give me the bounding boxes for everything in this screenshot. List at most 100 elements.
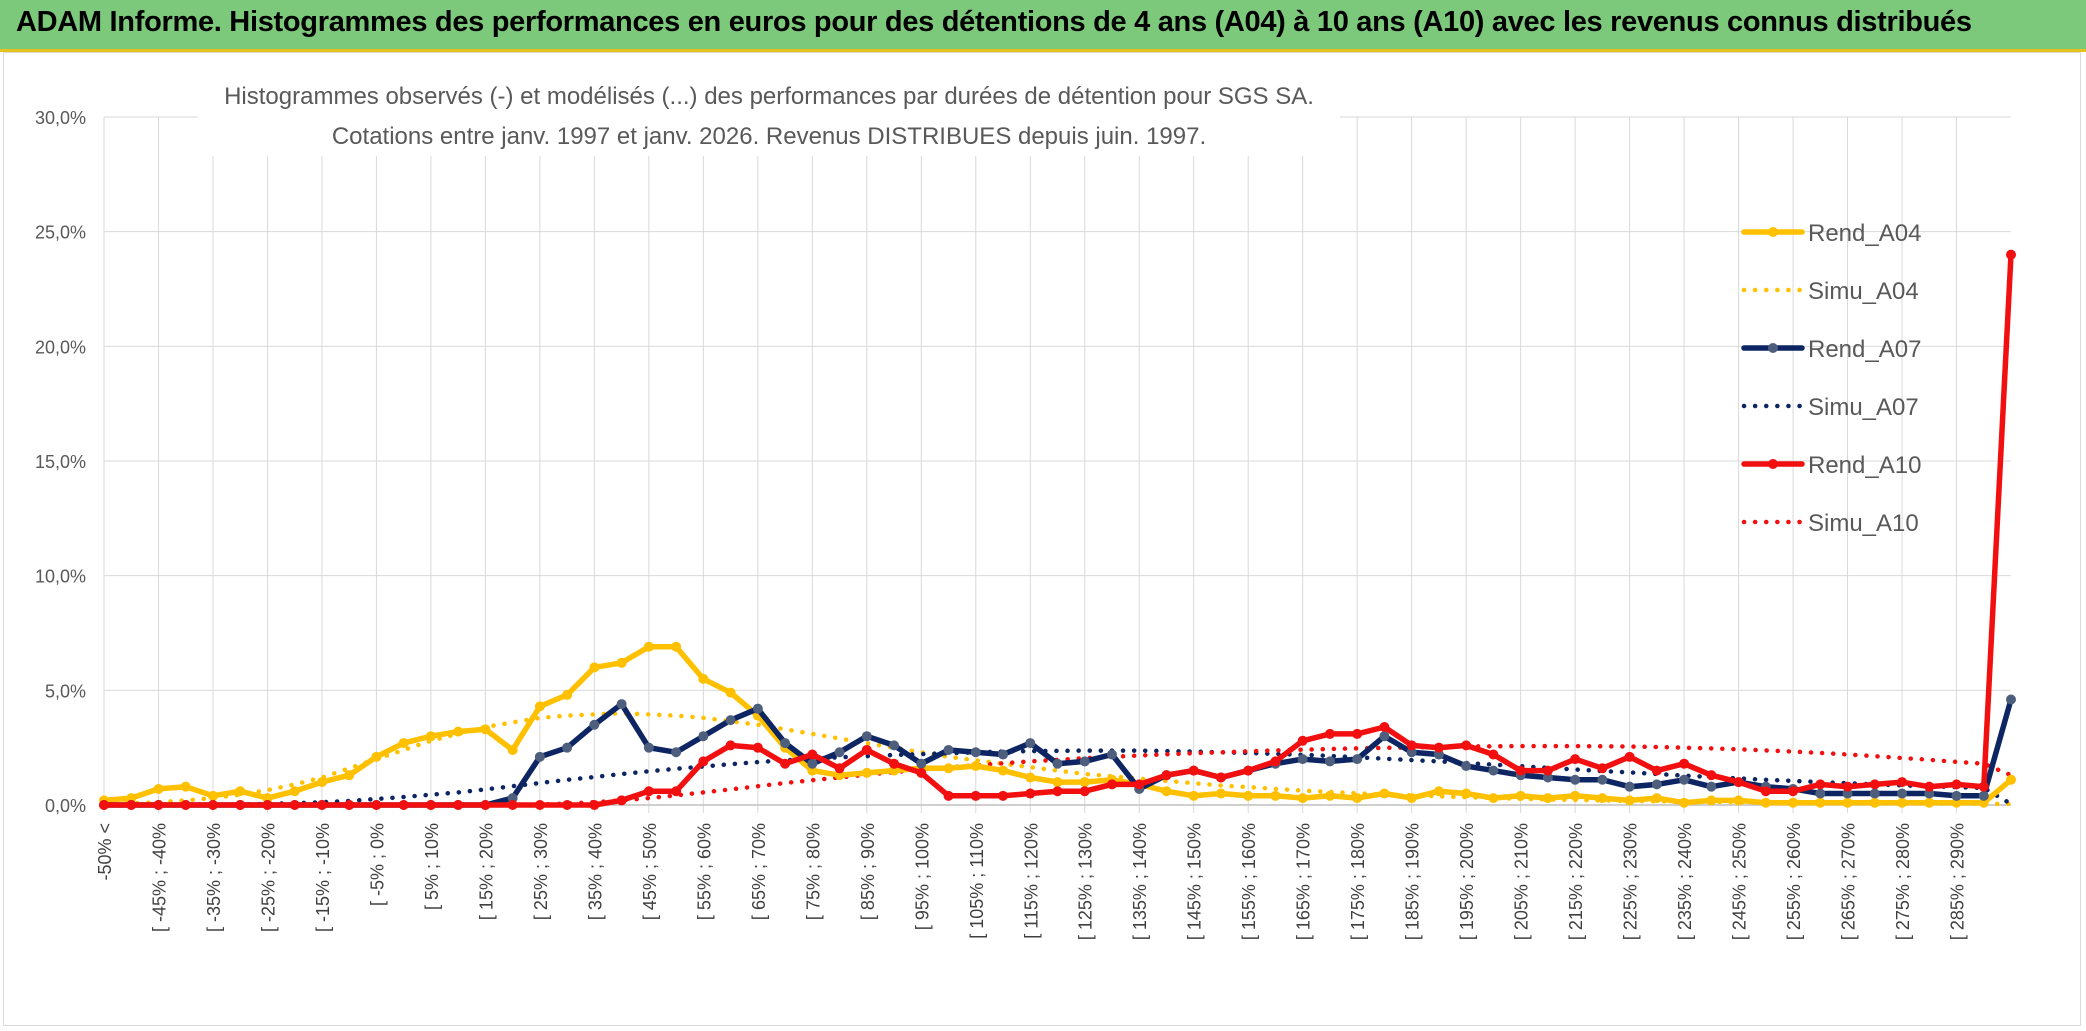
rend-a04-marker [398, 738, 409, 749]
rend-a04-marker [1706, 795, 1717, 806]
rend-a04-marker [1352, 793, 1363, 804]
rend-a04-marker [1897, 797, 1908, 808]
x-tick-label: [ 95% ; 100% [912, 823, 932, 930]
x-tick-label: [ 115% ; 120% [1021, 823, 1041, 939]
rend-a10-marker [1788, 786, 1799, 797]
rend-a07-marker [1651, 779, 1662, 790]
rend-a10-marker [998, 790, 1009, 801]
chart-subtitle: Cotations entre janv. 1997 et janv. 2026… [332, 123, 1206, 150]
rend-a10-marker [589, 800, 600, 810]
rend-a07-marker [1815, 788, 1826, 799]
title-banner: ADAM Informe. Histogrammes des performan… [0, 0, 2086, 52]
rend-a07-marker [807, 758, 818, 769]
rend-a10-marker [1542, 765, 1553, 776]
rend-a04-marker [1433, 786, 1444, 797]
rend-a07-marker [1951, 790, 1962, 801]
rend-a04-marker [943, 763, 954, 774]
x-tick-label: [ 5% ; 10% [422, 823, 442, 910]
rend-a04-marker [1025, 772, 1036, 783]
rend-a04-marker [1570, 790, 1581, 801]
rend-a04-marker [1679, 797, 1690, 808]
rend-a10-marker [1243, 765, 1254, 776]
rend-a10-marker [1951, 779, 1962, 790]
rend-a04-marker [562, 689, 573, 700]
rend-a04-marker [671, 641, 682, 652]
rend-a10-marker [1433, 742, 1444, 753]
rend-a10-marker [1842, 781, 1853, 792]
y-tick-label: 25,0% [35, 223, 86, 243]
rend-a10-marker [943, 790, 954, 801]
rend-a10-marker [671, 786, 682, 797]
rend-a04-marker [1733, 795, 1744, 806]
rend-a10-marker [616, 795, 627, 806]
rend-a10-line [101, 251, 2014, 808]
legend-marker-rend-a04 [1768, 227, 1778, 237]
rend-a07-marker [1025, 738, 1036, 749]
rend-a10-marker [126, 800, 137, 810]
rend-a10-marker [1270, 756, 1281, 767]
rend-a04-marker [153, 783, 164, 794]
x-tick-label: [ 125% ; 130% [1076, 823, 1096, 940]
x-tick-label: [ 235% ; 240% [1675, 823, 1695, 940]
rend-a04-marker [1324, 790, 1335, 801]
chart-title: Histogrammes observés (-) et modélisés (… [224, 83, 1314, 110]
x-tick-label: [ 215% ; 220% [1566, 823, 1586, 940]
rend-a04-marker [1869, 797, 1880, 808]
x-tick-label: [ -5% ; 0% [367, 823, 387, 906]
rend-a04-marker [2006, 774, 2016, 785]
rend-a10-marker [398, 800, 409, 810]
rend-a07-marker [1297, 754, 1308, 765]
rend-a04-marker [1079, 777, 1090, 788]
rend-a10-marker [371, 800, 382, 810]
rend-a10-marker [2006, 249, 2016, 260]
rend-a10-marker [1760, 786, 1771, 797]
rend-a10-marker [207, 800, 218, 810]
rend-a10-marker [262, 800, 273, 810]
rend-a04-marker [126, 793, 137, 804]
rend-a07-marker [1679, 774, 1690, 785]
rend-a04-marker [235, 786, 246, 797]
x-axis: -50% < [ -45% ; -40% [ -35% ; -30% [ -25% ;… [95, 804, 2011, 940]
y-tick-label: 15,0% [35, 452, 86, 472]
rend-a04-marker [453, 726, 464, 737]
y-axis: 0,0% 5,0% 10,0% 15,0% 20,0% 25,0% 30,0% [35, 108, 86, 816]
rend-a04-marker [998, 765, 1009, 776]
rend-a07-marker [834, 747, 845, 758]
rend-a10-marker [180, 800, 191, 810]
grid-lines [103, 116, 2011, 806]
rend-a07-marker [1052, 758, 1063, 769]
rend-a07-marker [1897, 788, 1908, 799]
y-tick-label: 5,0% [45, 681, 86, 701]
rend-a10-marker [425, 800, 436, 810]
legend: Rend_A04 Simu_A04 Rend_A07 Simu_A07 Rend_A10… [1741, 220, 1921, 537]
rend-a10-marker [752, 742, 763, 753]
rend-a10-marker [1488, 749, 1499, 760]
rend-a04-marker [1188, 790, 1199, 801]
rend-a10-marker [780, 758, 791, 769]
rend-a04-marker [1842, 797, 1853, 808]
rend-a07-marker [534, 751, 545, 762]
rend-a04-marker [180, 781, 191, 792]
rend-a04-marker [889, 765, 900, 776]
rend-a07-marker [2006, 694, 2016, 705]
rend-a10-marker [344, 800, 355, 810]
rend-a10-marker [99, 800, 109, 810]
x-tick-label: [ 135% ; 140% [1130, 823, 1150, 940]
rend-a04-marker [698, 673, 709, 684]
rend-a04-marker [1243, 790, 1254, 801]
rend-a04-marker [207, 790, 218, 801]
rend-a04-marker [1597, 793, 1608, 804]
legend-label-simu-a07: Simu_A07 [1808, 394, 1919, 421]
x-tick-label: [ 145% ; 150% [1185, 823, 1205, 940]
rend-a10-marker [1161, 770, 1172, 781]
rend-a04-marker [834, 770, 845, 781]
rend-a10-marker [807, 749, 818, 760]
x-tick-label: [ -15% ; -10% [313, 823, 333, 932]
rend-a07-marker [861, 731, 872, 742]
rend-a07-marker [507, 793, 518, 804]
rend-a04-marker [1297, 793, 1308, 804]
rend-a04-marker [1461, 788, 1472, 799]
rend-a10-marker [916, 767, 927, 778]
rend-a10-marker [1570, 754, 1581, 765]
rend-a04-marker [371, 751, 382, 762]
